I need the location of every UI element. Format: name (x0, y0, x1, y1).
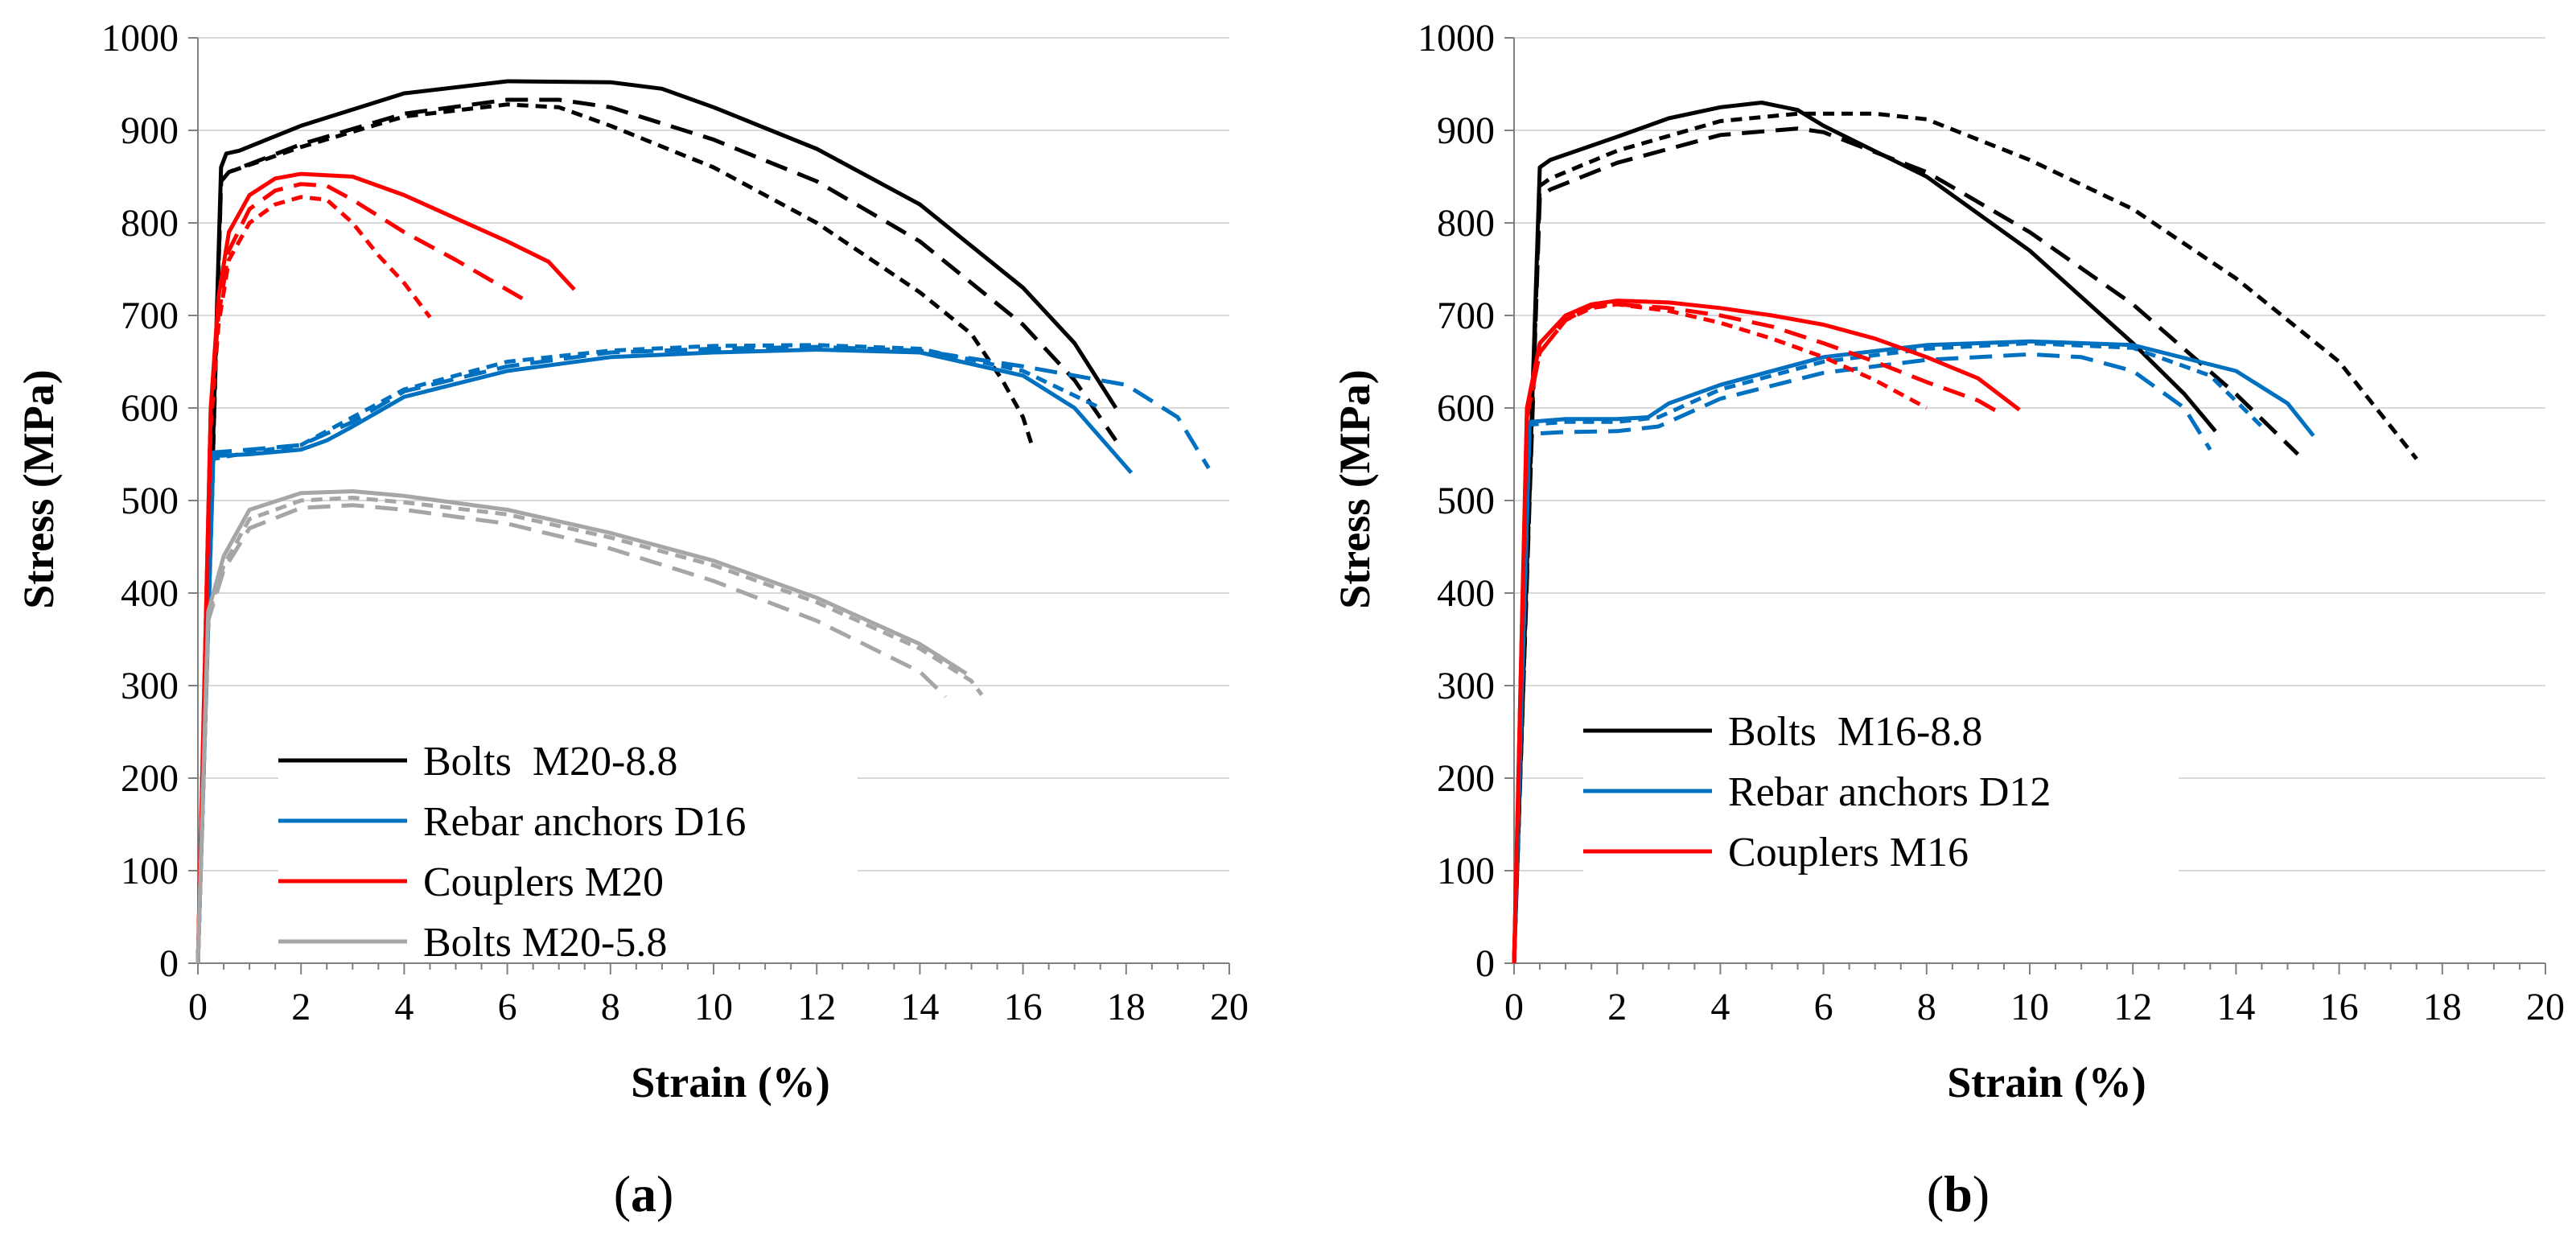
x-tick-label-10-a: 10 (694, 986, 733, 1028)
legend-label-a-3: Couplers M20 (423, 859, 664, 905)
y-tick-label-0-b: 0 (1475, 942, 1495, 985)
chart-panel-b: 0 100 200 300 400 500 600 700 800 900 1000 0 2 4 6 8 10 1… (1331, 17, 2565, 1222)
legend-box-a (278, 728, 858, 962)
series-line-a-5 (195, 344, 1211, 964)
y-tick-label-700-a: 700 (121, 295, 179, 337)
y-tick-label-300-b: 300 (1437, 665, 1495, 707)
y-tick-label-300-a: 300 (121, 665, 179, 707)
legend-label-a-4: Bolts M20-5.8 (423, 920, 667, 966)
x-tick-label-18-a: 18 (1107, 986, 1146, 1028)
series-line-b-7 (1512, 299, 2021, 964)
y-tick-label-600-a: 600 (121, 387, 179, 430)
y-tick-label-100-a: 100 (121, 850, 179, 892)
caption-close-paren-b: ) (1973, 1165, 1990, 1222)
x-tick-label-2-a: 2 (291, 986, 311, 1028)
y-tick-label-800-a: 800 (121, 202, 179, 245)
caption-letter-a: a (631, 1165, 656, 1222)
x-tick-label-2-b: 2 (1607, 986, 1627, 1028)
series-line-a-3 (195, 102, 1035, 964)
legend-label-a-2: Rebar anchors D16 (423, 799, 746, 845)
x-tick-label-6-b: 6 (1814, 986, 1833, 1028)
legend-b: Bolts M16-8.8 Rebar anchors D12 Couplers M… (1583, 698, 2179, 880)
y-axis-title-b: Stress (MPa) (1331, 369, 1379, 608)
x-tick-label-20-a: 20 (1210, 986, 1249, 1028)
x-tick-label-12-b: 12 (2113, 986, 2152, 1028)
y-tick-label-200-a: 200 (121, 757, 179, 800)
x-tick-label-18-b: 18 (2423, 986, 2462, 1028)
x-tick-label-14-b: 14 (2216, 986, 2255, 1028)
y-tick-label-1000-a: 1000 (101, 17, 179, 60)
x-tick-label-8-b: 8 (1917, 986, 1936, 1028)
x-tick-label-4-b: 4 (1710, 986, 1730, 1028)
caption-open-paren-b: ( (1927, 1165, 1944, 1222)
series-line-b-9 (1512, 302, 1928, 964)
y-tick-label-0-a: 0 (159, 942, 179, 985)
x-tick-label-10-b: 10 (2010, 986, 2049, 1028)
y-tick-label-400-b: 400 (1437, 572, 1495, 615)
y-tick-label-400-a: 400 (121, 572, 179, 615)
series-line-a-10 (195, 489, 968, 964)
caption-letter-b: b (1944, 1165, 1973, 1222)
y-tick-label-100-b: 100 (1437, 850, 1495, 892)
x-axis-title-b: Strain (%) (1947, 1058, 2146, 1106)
series-line-b-5 (1512, 352, 2212, 964)
series-line-a-11 (195, 503, 948, 964)
legend-label-b-1: Bolts M16-8.8 (1728, 709, 1982, 755)
panel-caption-b: (b) (1927, 1165, 1990, 1222)
series-line-a-6 (195, 343, 1101, 964)
chart-panel-a: 0 100 200 300 400 500 600 700 800 900 1000 0 2 4 6 8 10 1… (14, 17, 1249, 1222)
legend-label-a-1: Bolts M20-8.8 (423, 739, 677, 785)
x-tick-label-16-b: 16 (2320, 986, 2359, 1028)
y-tick-label-600-b: 600 (1437, 387, 1495, 430)
legend-label-b-2: Rebar anchors D12 (1728, 769, 2051, 815)
y-tick-label-800-b: 800 (1437, 202, 1495, 245)
axes-b: 0 100 200 300 400 500 600 700 800 900 1000 0 2 4 6 8 10 1… (1418, 17, 2565, 1028)
x-tick-label-20-b: 20 (2526, 986, 2565, 1028)
caption-open-paren-a: ( (614, 1165, 631, 1222)
x-tick-label-14-a: 14 (900, 986, 939, 1028)
series-line-a-1 (195, 79, 1118, 964)
y-tick-label-900-a: 900 (121, 109, 179, 152)
series-b (1512, 101, 2418, 964)
series-line-b-4 (1512, 339, 2315, 964)
axes-a: 0 100 200 300 400 500 600 700 800 900 1000 0 2 4 6 8 10 1… (101, 17, 1249, 1028)
y-tick-label-700-b: 700 (1437, 295, 1495, 337)
x-tick-label-12-a: 12 (797, 986, 836, 1028)
x-tick-label-16-a: 16 (1004, 986, 1043, 1028)
series-line-a-4 (195, 348, 1134, 964)
series-line-a-2 (195, 97, 1118, 964)
y-tick-label-900-b: 900 (1437, 109, 1495, 152)
legend-a: Bolts M20-8.8 Rebar anchors D16 Couplers M… (278, 728, 858, 966)
y-tick-label-200-b: 200 (1437, 757, 1495, 800)
x-tick-label-6-a: 6 (498, 986, 517, 1028)
caption-close-paren-a: ) (656, 1165, 673, 1222)
series-line-b-3 (1512, 111, 2418, 964)
x-axis-title-a: Strain (%) (631, 1058, 829, 1106)
series-line-b-1 (1512, 101, 2217, 964)
series-a (195, 79, 1211, 964)
x-tick-label-4-a: 4 (394, 986, 414, 1028)
y-tick-label-1000-b: 1000 (1418, 17, 1495, 60)
x-tick-label-0-b: 0 (1504, 986, 1524, 1028)
x-tick-label-0-a: 0 (188, 986, 208, 1028)
series-line-b-6 (1512, 341, 2264, 964)
panel-caption-a: (a) (614, 1165, 674, 1222)
series-line-a-12 (195, 496, 984, 964)
legend-label-b-3: Couplers M16 (1728, 830, 1969, 876)
y-tick-label-500-b: 500 (1437, 480, 1495, 522)
series-line-a-9 (195, 195, 432, 964)
series-line-b-2 (1512, 126, 2300, 964)
y-tick-label-500-a: 500 (121, 480, 179, 522)
y-axis-title-a: Stress (MPa) (14, 369, 63, 608)
x-tick-label-8-a: 8 (601, 986, 620, 1028)
series-line-a-7 (195, 171, 576, 964)
